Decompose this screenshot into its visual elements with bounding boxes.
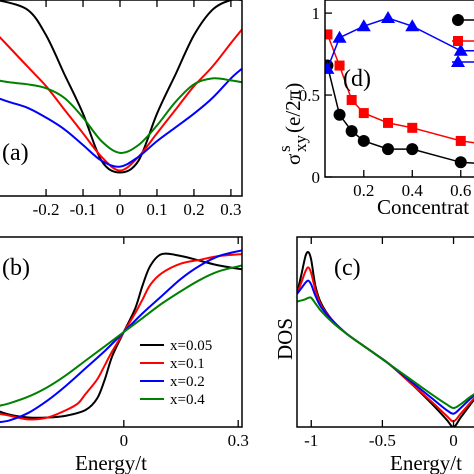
panel-d-frame: [324, 0, 474, 178]
panel-a-x-ticks: -0.2 -0.1 0 0.1 0.2 0.3: [33, 0, 242, 219]
data-point-x005: [333, 108, 346, 121]
series-line-x005: [0, 0, 242, 174]
x-tick-label: 0.3: [220, 200, 241, 219]
panel-d-y-label-sub: xy: [291, 135, 310, 153]
panel-d-y-axis-label: σ s xy (e/2π): [275, 83, 310, 165]
legend-label-x005: x=0.05: [170, 338, 212, 354]
data-point-x02: [325, 61, 335, 74]
data-point-x005: [406, 143, 419, 156]
x-tick-label: 0.2: [183, 200, 204, 219]
series-line-x04: [297, 296, 474, 410]
x-tick-label: 0.6: [450, 181, 471, 200]
data-point-x005: [382, 143, 395, 156]
panel-d-legend: [451, 14, 474, 67]
panel-b-x-axis-label: Energy/t: [75, 451, 147, 474]
data-point-x02: [356, 19, 371, 32]
series-line-x04: [0, 77, 242, 154]
data-point-x005: [357, 134, 370, 147]
panel-b-legend: x=0.05 x=0.1 x=0.2 x=0.4: [140, 338, 212, 408]
series-line-x02: [326, 17, 474, 70]
series-line-x02: [297, 279, 474, 415]
x-tick-label: -0.1: [70, 200, 97, 219]
data-point-x01: [358, 108, 369, 119]
y-tick-label: 0.5: [299, 86, 320, 105]
series-line-x005: [297, 251, 474, 427]
panel-c-plot-area: [297, 251, 474, 427]
x-tick-label: -0.2: [33, 200, 60, 219]
data-point-x02: [381, 11, 396, 24]
x-tick-label: 0: [116, 200, 125, 219]
panel-d-y-label-unit: (e/2π): [281, 83, 305, 133]
x-tick-label: 0.3: [228, 431, 249, 450]
data-point-x01: [346, 94, 357, 105]
panel-a-plot-area: [0, 0, 242, 174]
y-tick-label: 1: [312, 4, 321, 23]
y-tick-label: 0: [312, 168, 321, 187]
panel-c: -1 -0.5 0 (c) Energy/t DOS: [273, 236, 474, 474]
panel-b-label: (b): [2, 255, 30, 281]
x-tick-label: -1: [304, 431, 318, 450]
series-line-x04: [0, 264, 242, 407]
data-point-x02: [405, 19, 420, 32]
series-line-x02: [0, 249, 242, 424]
series-line-x01: [0, 253, 242, 421]
panel-b-x-ticks: 0 0.3: [120, 237, 249, 450]
panel-c-x-ticks: -1 -0.5 0: [304, 237, 458, 450]
data-point-x02: [332, 30, 347, 43]
series-line-x01: [0, 28, 242, 172]
data-point-x01: [383, 117, 394, 128]
data-point-x01: [407, 122, 418, 133]
x-tick-label: -0.5: [369, 431, 396, 450]
series-line-x01: [326, 34, 474, 144]
panel-b: 0 0.3 (b) x=0.05x=0.1x=0.2x=0.4 Energy/t: [0, 236, 249, 474]
panel-d-y-label-sigma: σ: [281, 154, 305, 165]
x-tick-label: 0: [449, 431, 458, 450]
panel-b-plot-area: [0, 249, 242, 424]
panel-c-y-axis-label: DOS: [273, 318, 297, 360]
legend-label-x01: x=0.1: [170, 356, 205, 372]
legend-marker-x005: [452, 14, 464, 26]
legend-marker-x02: [451, 55, 465, 67]
panel-d-plot-area: [325, 11, 474, 169]
x-tick-label: 0.2: [353, 181, 374, 200]
panel-a-label: (a): [2, 140, 29, 166]
x-tick-label: 0: [120, 431, 129, 450]
legend-label-x02: x=0.2: [170, 374, 205, 390]
data-point-x01: [325, 29, 333, 40]
panel-d-x-axis-label: Concentrat: [377, 195, 469, 219]
data-point-x01: [455, 135, 466, 146]
panel-a: -0.2 -0.1 0 0.1 0.2 0.3 (a): [0, 0, 243, 219]
panel-b-frame: [0, 236, 243, 428]
panel-d-ticks: 0.2 0.4 0.6 0 0.5 1: [299, 4, 472, 200]
panel-d: 0.2 0.4 0.6 0 0.5 1 (d) Concentrat σ s xy (e/…: [275, 0, 474, 219]
series-line-x02: [0, 67, 242, 168]
panel-c-x-axis-label: Energy/t: [390, 451, 462, 474]
series-line-x01: [297, 266, 474, 423]
panel-c-label: (c): [334, 255, 361, 281]
data-point-x01: [334, 60, 345, 71]
panel-c-frame: [296, 236, 474, 428]
data-point-x005: [454, 156, 467, 169]
legend-marker-x01: [453, 36, 463, 46]
x-tick-label: 0.4: [402, 181, 424, 200]
legend-label-x04: x=0.4: [170, 392, 205, 408]
panel-d-label: (d): [343, 66, 371, 92]
x-tick-label: 0.1: [146, 200, 167, 219]
data-point-x02: [453, 43, 468, 56]
data-point-x005: [345, 125, 358, 138]
panel-d-y-label-sup: s: [275, 145, 294, 152]
